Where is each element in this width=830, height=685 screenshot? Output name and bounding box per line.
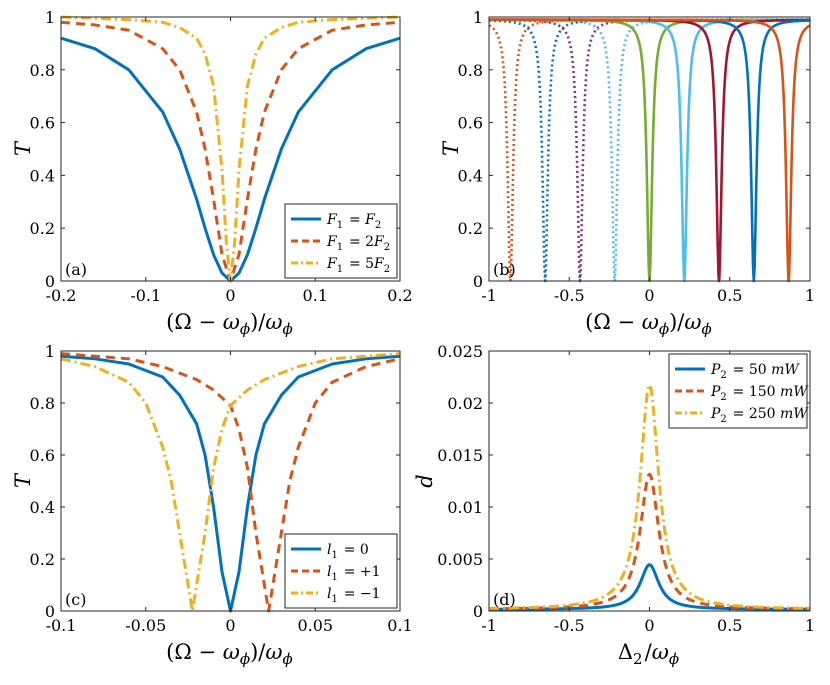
x-tick-label: -0.5: [554, 616, 585, 635]
y-tick-label: 0.4: [458, 166, 483, 185]
legend-entry: l1 = +1: [327, 564, 381, 583]
y-tick-label: 1: [473, 8, 483, 27]
panel-a: -0.2 -0.1 0 0.1 0.2 0 0.2 0.4 0.6 0.8 1 (Ω − ωϕ)/ωϕ…: [11, 8, 413, 338]
y-axis-label: T: [11, 472, 35, 488]
legend-entry: l1 = −1: [327, 586, 381, 605]
legend: P2 = 50 mW P2 = 150 mW P2 = 250 mW: [668, 353, 809, 429]
x-tick-label: 0: [225, 286, 235, 305]
y-tick-label: 0: [473, 272, 483, 291]
x-tick-label: -0.1: [130, 286, 161, 305]
y-axis-label: d: [413, 474, 437, 487]
series-line-2: [61, 352, 400, 613]
y-tick-label: 0.015: [437, 446, 483, 465]
legend-entry: F1 = F2: [326, 212, 383, 231]
series-group: [489, 18, 810, 283]
x-tick-label: 0.1: [387, 616, 412, 635]
y-tick-label: 0: [45, 272, 55, 291]
panel-label: (b): [493, 260, 516, 279]
y-tick-label: 0: [45, 602, 55, 621]
y-tick-label: 1: [45, 8, 55, 27]
y-tick-label: 0.2: [30, 550, 55, 569]
x-tick-label: -0.5: [554, 286, 585, 305]
y-tick-label: 0: [473, 602, 483, 621]
y-axis-label: T: [11, 140, 35, 156]
legend: F1 = F2 F1 = 2F2 F1 = 5F2: [284, 203, 398, 279]
y-tick-label: 0.01: [447, 498, 483, 517]
x-axis-label: (Ω − ωϕ)/ωϕ: [166, 310, 295, 338]
series-line-2: [489, 472, 810, 611]
x-tick-label: 0.05: [297, 616, 333, 635]
x-tick-label: 1: [805, 286, 815, 305]
y-tick-label: 0.6: [30, 446, 55, 465]
series-line-8: [489, 18, 810, 283]
y-tick-label: 0.2: [30, 219, 55, 238]
legend-entry: F1 = 2F2: [326, 234, 392, 253]
x-tick-label: 0.5: [717, 286, 742, 305]
y-tick-label: 0.6: [30, 114, 55, 133]
y-tick-label: 1: [45, 342, 55, 361]
series-group: [489, 383, 810, 611]
x-tick-label: -0.2: [46, 286, 77, 305]
x-tick-label: 0: [225, 616, 235, 635]
series-line-1: [489, 563, 810, 611]
panel-b: -1 -0.5 0 0.5 1 0 0.2 0.4 0.6 0.8 1 (Ω − ωϕ)/ωϕ T (b…: [439, 8, 815, 338]
panel-c: -0.1 -0.05 0 0.05 0.1 0 0.2 0.4 0.6 0.8 1 (Ω − ωϕ)/…: [11, 342, 413, 668]
legend-entry: P2 = 150 mW: [710, 384, 809, 403]
x-tick-label: 0: [644, 286, 654, 305]
y-tick-label: 0.025: [437, 342, 483, 361]
legend-entry: P2 = 50 mW: [710, 362, 800, 381]
x-axis-label: (Ω − ωϕ)/ωϕ: [166, 640, 295, 668]
x-tick-label: 1: [805, 616, 815, 635]
series-line-3: [489, 383, 810, 610]
y-tick-label: 0.8: [30, 394, 55, 413]
x-tick-label: 0.2: [387, 286, 412, 305]
x-tick-label: -1: [481, 616, 497, 635]
y-tick-label: 0.02: [447, 394, 483, 413]
x-tick-label: -0.1: [46, 616, 77, 635]
y-tick-label: 0.8: [30, 61, 55, 80]
x-axis-label: (Ω − ωϕ)/ωϕ: [585, 310, 714, 338]
y-tick-label: 0.4: [30, 166, 55, 185]
panel-label: (a): [65, 260, 87, 279]
y-tick-label: 0.8: [458, 61, 483, 80]
legend-entry: F1 = 5F2: [326, 256, 392, 275]
panel-label: (d): [493, 590, 516, 609]
panel-d: -1 -0.5 0 0.5 1 0 0.005 0.01 0.015 0.02 0.025 Δ2 /ω…: [413, 342, 815, 668]
y-axis-label: T: [439, 140, 463, 156]
x-tick-label: -0.05: [125, 616, 166, 635]
x-tick-label: -1: [481, 286, 497, 305]
y-tick-label: 0.005: [437, 550, 483, 569]
y-tick-label: 0.2: [458, 219, 483, 238]
y-tick-label: 0.6: [458, 114, 483, 133]
x-tick-label: 0: [644, 616, 654, 635]
legend-entry: P2 = 250 mW: [710, 406, 809, 425]
x-tick-label: 0.1: [303, 286, 328, 305]
x-tick-label: 0.5: [717, 616, 742, 635]
legend-entry: l1 = 0: [327, 542, 369, 561]
legend: l1 = 0 l1 = +1 l1 = −1: [284, 533, 398, 609]
y-tick-label: 0.4: [30, 498, 55, 517]
panel-label: (c): [65, 590, 86, 609]
series-line-3: [61, 352, 400, 613]
x-axis-label: Δ2 /ωϕ: [618, 640, 681, 668]
